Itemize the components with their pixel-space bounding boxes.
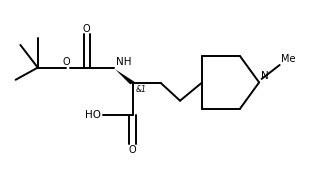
Text: O: O bbox=[129, 145, 137, 155]
Polygon shape bbox=[115, 69, 135, 84]
Text: NH: NH bbox=[116, 57, 132, 67]
Text: HO: HO bbox=[85, 110, 101, 120]
Text: O: O bbox=[63, 57, 70, 67]
Text: N: N bbox=[261, 71, 269, 81]
Text: Me: Me bbox=[281, 54, 296, 64]
Text: &1: &1 bbox=[136, 85, 147, 94]
Text: O: O bbox=[83, 24, 91, 34]
